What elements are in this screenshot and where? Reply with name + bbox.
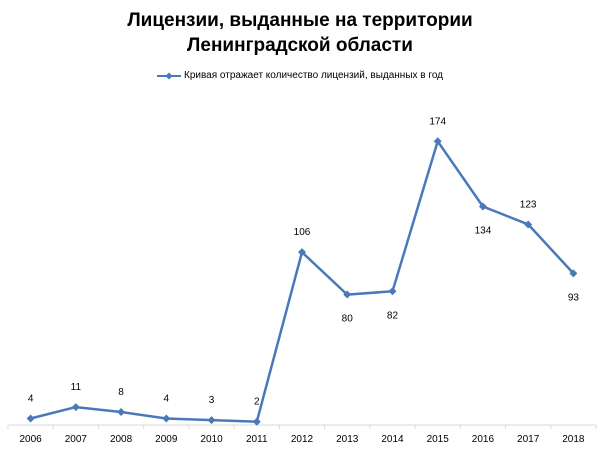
- data-point-marker: [478, 202, 487, 211]
- x-tick-label: 2009: [155, 434, 178, 445]
- x-axis-ticks: [7, 425, 597, 429]
- series-markers: [26, 137, 578, 426]
- chart-title-line1: Лицензии, выданные на территории: [127, 10, 473, 31]
- data-point-marker: [117, 407, 126, 416]
- data-point-marker: [252, 417, 261, 426]
- x-tick-label: 2006: [19, 434, 42, 445]
- data-label: 82: [387, 310, 399, 321]
- data-labels: 4 11 8 4 3 2 106 80 82 174 134 123 93: [28, 116, 580, 407]
- x-tick-label: 2008: [110, 434, 133, 445]
- x-tick-label: 2011: [246, 434, 268, 445]
- data-label: 3: [209, 395, 215, 406]
- x-tick-label: 2018: [562, 434, 585, 445]
- data-point-marker: [162, 414, 171, 423]
- data-label: 2: [254, 397, 260, 408]
- data-point-marker: [207, 416, 216, 425]
- x-tick-label: 2010: [200, 434, 223, 445]
- chart-title: Лицензии, выданные на территории Ленингр…: [0, 8, 600, 58]
- data-label: 123: [520, 199, 537, 210]
- legend-label: Кривая отражает количество лицензий, выд…: [184, 70, 443, 81]
- data-label: 4: [164, 393, 170, 404]
- series-line: [30, 140, 575, 423]
- data-point-marker: [388, 287, 397, 296]
- data-label: 93: [568, 292, 580, 303]
- x-tick-label: 2007: [65, 434, 88, 445]
- data-label: 106: [294, 227, 311, 238]
- chart-title-line2: Ленинградской области: [187, 35, 413, 56]
- x-axis-tick-labels: 2006 2007 2008 2009 2010 2011 2012 2013 2014 2015…: [19, 434, 584, 445]
- chart-legend: Кривая отражает количество лицензий, выд…: [0, 70, 600, 81]
- data-label: 80: [342, 314, 354, 325]
- data-point-marker: [433, 137, 442, 146]
- x-tick-label: 2014: [381, 434, 404, 445]
- data-point-marker: [26, 414, 35, 423]
- x-tick-label: 2012: [291, 434, 314, 445]
- x-tick-label: 2017: [517, 434, 540, 445]
- data-label: 11: [71, 382, 82, 393]
- legend-marker-icon: [157, 72, 181, 79]
- data-point-marker: [569, 269, 578, 278]
- data-point-marker: [71, 403, 80, 412]
- data-point-marker: [524, 220, 533, 229]
- x-tick-label: 2016: [472, 434, 495, 445]
- data-point-marker: [298, 248, 306, 257]
- x-tick-label: 2015: [427, 434, 450, 445]
- data-label: 4: [28, 393, 34, 404]
- data-label: 134: [475, 226, 492, 237]
- x-tick-label: 2013: [336, 434, 359, 445]
- data-point-marker: [343, 290, 352, 299]
- legend-diamond: [165, 72, 173, 79]
- data-label: 8: [118, 387, 124, 398]
- data-label: 174: [429, 116, 446, 127]
